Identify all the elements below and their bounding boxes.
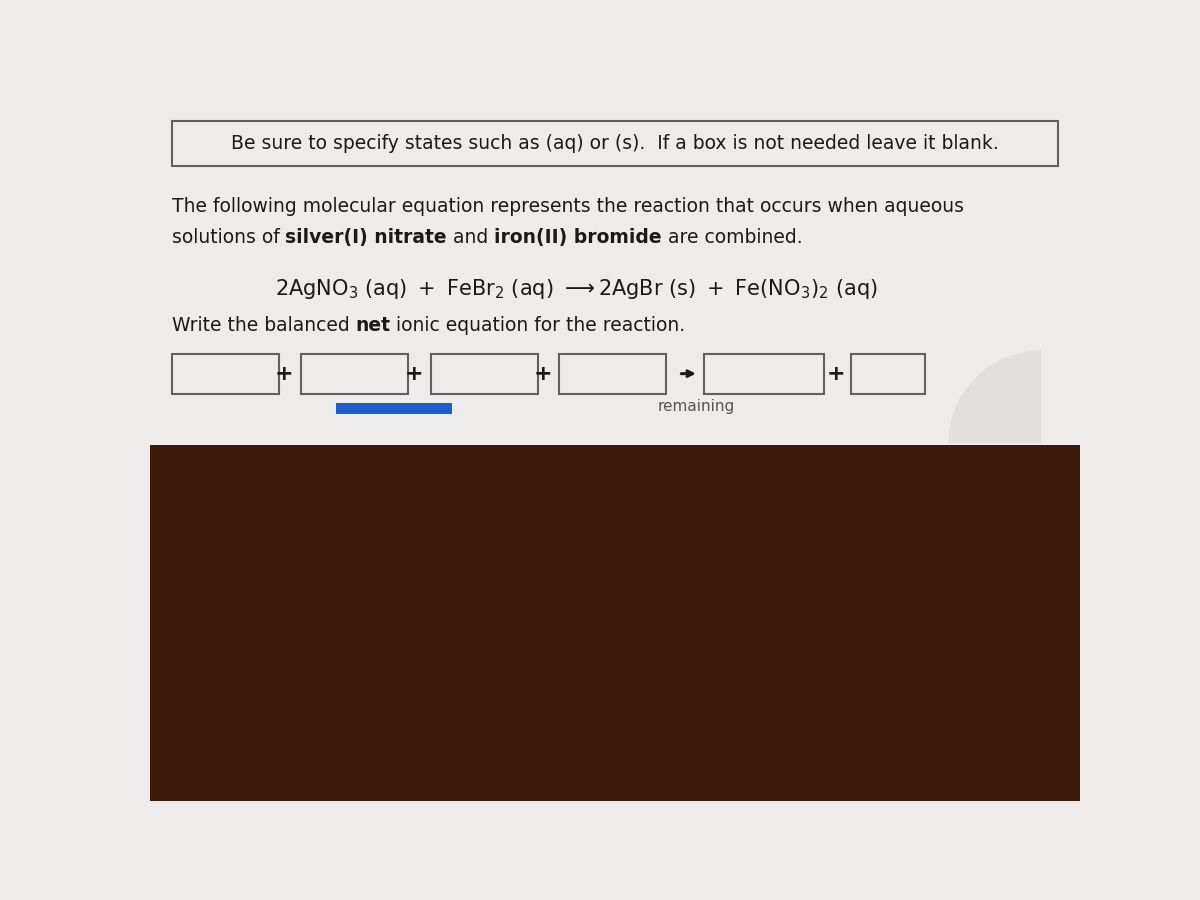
Text: are combined.: are combined. bbox=[662, 228, 803, 247]
Wedge shape bbox=[948, 350, 1042, 443]
Bar bbox=[150, 446, 1080, 801]
Text: Be sure to specify states such as (aq) or (s).  If a box is not needed leave it : Be sure to specify states such as (aq) o… bbox=[232, 134, 998, 153]
Bar bbox=[851, 354, 925, 393]
Bar bbox=[172, 354, 278, 393]
Bar bbox=[301, 354, 408, 393]
Text: +: + bbox=[534, 364, 552, 383]
Text: The following molecular equation represents the reaction that occurs when aqueou: The following molecular equation represe… bbox=[172, 197, 964, 216]
Bar bbox=[336, 403, 452, 415]
Bar bbox=[150, 108, 1080, 446]
Bar bbox=[704, 354, 824, 393]
Text: +: + bbox=[275, 364, 293, 383]
Text: silver(I) nitrate: silver(I) nitrate bbox=[286, 228, 448, 247]
Text: $\mathregular{2AgNO_3\ (aq)\ +\ FeBr_2\ (aq)\ \longrightarrow 2AgBr\ (s)\ +\ Fe(: $\mathregular{2AgNO_3\ (aq)\ +\ FeBr_2\ … bbox=[275, 277, 877, 301]
Text: solutions of: solutions of bbox=[172, 228, 286, 247]
Text: ionic equation for the reaction.: ionic equation for the reaction. bbox=[390, 316, 685, 335]
Bar bbox=[172, 122, 1058, 166]
Bar bbox=[559, 354, 666, 393]
Bar bbox=[431, 354, 538, 393]
Text: and: and bbox=[448, 228, 494, 247]
Text: remaining: remaining bbox=[658, 400, 734, 414]
Text: +: + bbox=[404, 364, 422, 383]
Text: iron(II) bromide: iron(II) bromide bbox=[494, 228, 662, 247]
Text: net: net bbox=[355, 316, 390, 335]
Text: +: + bbox=[827, 364, 845, 383]
Text: Write the balanced: Write the balanced bbox=[172, 316, 355, 335]
